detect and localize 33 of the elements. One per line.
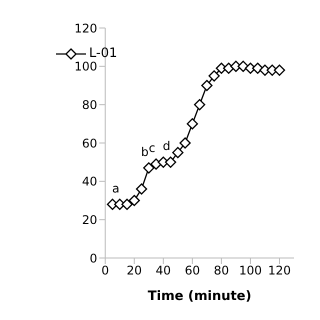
annotation: d — [162, 139, 170, 154]
x-axis-title: Time (minute) — [148, 289, 252, 304]
point — [136, 183, 148, 195]
point — [201, 80, 213, 92]
x-tick-label: 0 — [101, 264, 110, 278]
point — [143, 162, 154, 174]
point — [128, 194, 140, 206]
y-tick-label: 0 — [90, 251, 98, 266]
point — [194, 99, 206, 110]
point — [274, 64, 286, 76]
x-tick-label: 80 — [214, 264, 230, 278]
point — [186, 118, 198, 130]
point — [208, 70, 220, 82]
y-tick-label: 20 — [82, 212, 98, 227]
x-tick-label: 40 — [156, 264, 171, 278]
point — [223, 62, 234, 74]
x-tick-label: 100 — [238, 264, 262, 278]
annotation: b — [140, 144, 149, 159]
x-tick-label: 20 — [126, 264, 142, 278]
y-tick-label: 120 — [74, 21, 98, 36]
point — [164, 156, 176, 168]
point — [121, 198, 133, 210]
legend-label: L-01 — [89, 46, 118, 61]
annotation: a — [112, 181, 120, 196]
point — [179, 137, 191, 149]
point — [172, 146, 184, 158]
x-tick-label: 120 — [268, 264, 291, 278]
y-tick-label: 80 — [82, 98, 98, 112]
y-tick-label: 60 — [82, 136, 98, 150]
x-tick-label: 60 — [184, 264, 200, 278]
y-tick-label: 100 — [74, 60, 98, 74]
y-tick-label: 40 — [82, 174, 98, 189]
annotation: c — [148, 141, 156, 156]
